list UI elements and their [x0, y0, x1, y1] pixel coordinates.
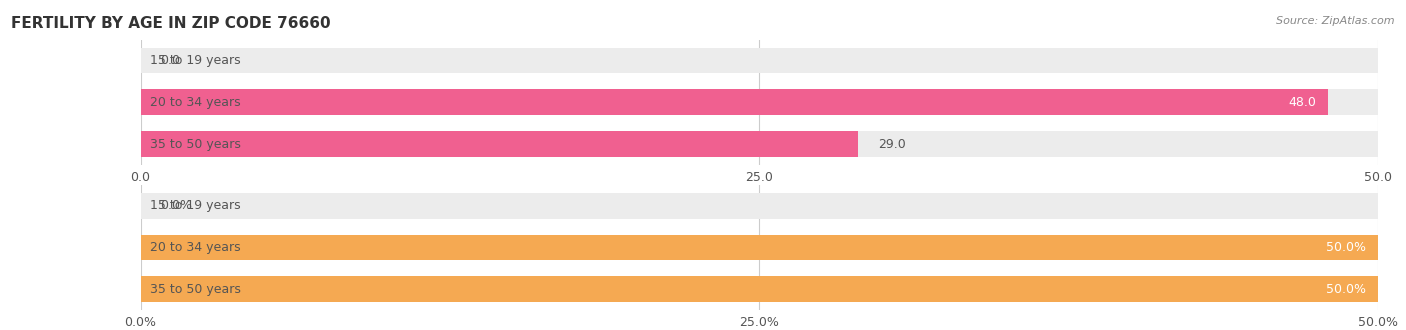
Bar	[141, 235, 1378, 260]
Text: FERTILITY BY AGE IN ZIP CODE 76660: FERTILITY BY AGE IN ZIP CODE 76660	[11, 16, 330, 31]
Text: Source: ZipAtlas.com: Source: ZipAtlas.com	[1277, 16, 1395, 26]
Text: 0.0: 0.0	[160, 54, 180, 67]
Bar	[141, 276, 1378, 302]
Text: 20 to 34 years: 20 to 34 years	[150, 241, 240, 254]
Text: 48.0: 48.0	[1288, 96, 1316, 109]
Text: 15 to 19 years: 15 to 19 years	[150, 54, 240, 67]
Bar	[141, 276, 1378, 302]
Text: 20 to 34 years: 20 to 34 years	[150, 96, 240, 109]
Text: 15 to 19 years: 15 to 19 years	[150, 199, 240, 212]
Bar	[141, 235, 1378, 260]
Text: 35 to 50 years: 35 to 50 years	[150, 138, 242, 150]
Bar	[141, 48, 1378, 74]
Text: 50.0%: 50.0%	[1326, 241, 1365, 254]
Bar	[141, 131, 858, 157]
Text: 29.0: 29.0	[877, 138, 905, 150]
Bar	[141, 89, 1329, 115]
Text: 0.0%: 0.0%	[160, 199, 193, 212]
Bar	[141, 89, 1378, 115]
Bar	[141, 131, 1378, 157]
Bar	[141, 193, 1378, 219]
Text: 50.0%: 50.0%	[1326, 283, 1365, 296]
Text: 35 to 50 years: 35 to 50 years	[150, 283, 242, 296]
